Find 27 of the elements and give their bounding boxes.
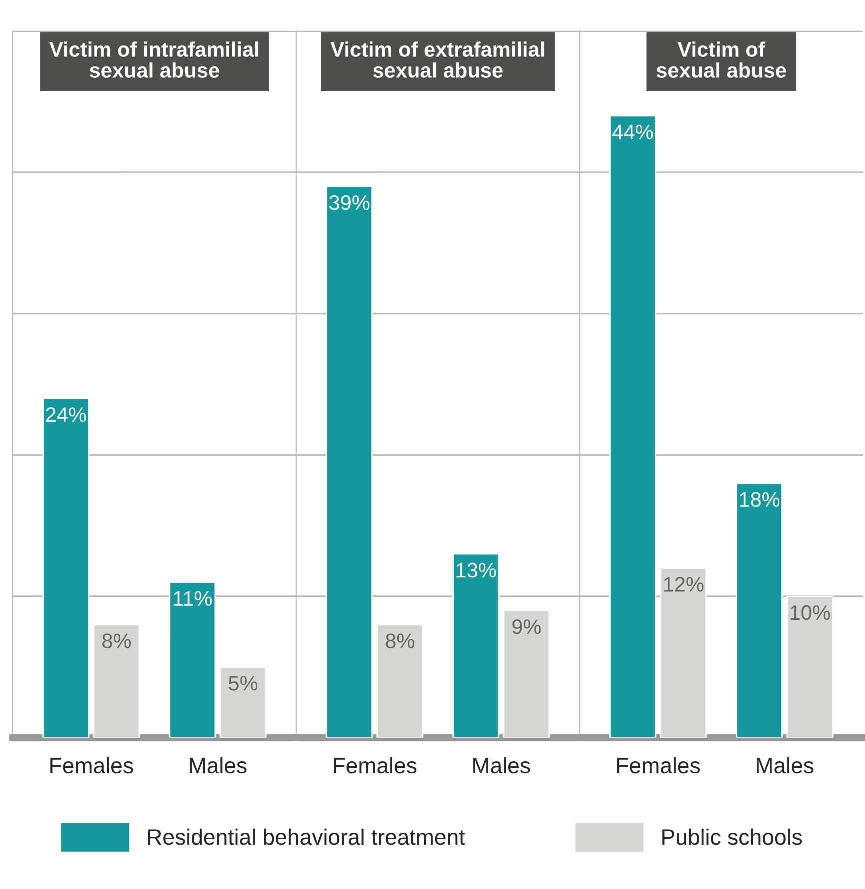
data-label: 44%	[612, 124, 654, 140]
data-label: 18%	[740, 492, 780, 508]
text: Victim of intrafamilial sexual abuse	[50, 42, 258, 78]
x-tick-label: Males	[757, 757, 814, 774]
data-label: 12%	[664, 577, 704, 592]
x-tick-label: Females	[334, 757, 417, 774]
data-label: 13%	[456, 563, 496, 578]
x-tick-label: Females	[50, 757, 134, 774]
data-label: 10%	[790, 605, 830, 620]
bar	[93, 624, 140, 738]
data-label: 8%	[102, 634, 132, 648]
x-tick-label: Males	[190, 757, 247, 774]
x-tick-label: Males	[474, 757, 530, 774]
bar	[220, 666, 267, 738]
bar	[169, 582, 216, 738]
bar	[42, 398, 90, 738]
x-tick-label: Females	[618, 757, 700, 774]
legend-label: Residential behavioral treatment	[148, 828, 466, 846]
data-label: 9%	[512, 620, 542, 634]
data-label: 24%	[46, 408, 86, 422]
data-label: 5%	[229, 676, 258, 691]
legend-label: Public schools	[662, 828, 802, 846]
data-label: 8%	[386, 634, 414, 648]
data-label: 39%	[329, 196, 370, 210]
text: Victim of sexual abuse	[656, 42, 786, 78]
data-label: 11%	[174, 591, 212, 606]
text: Victim of extrafamilial sexual abuse	[330, 42, 544, 78]
